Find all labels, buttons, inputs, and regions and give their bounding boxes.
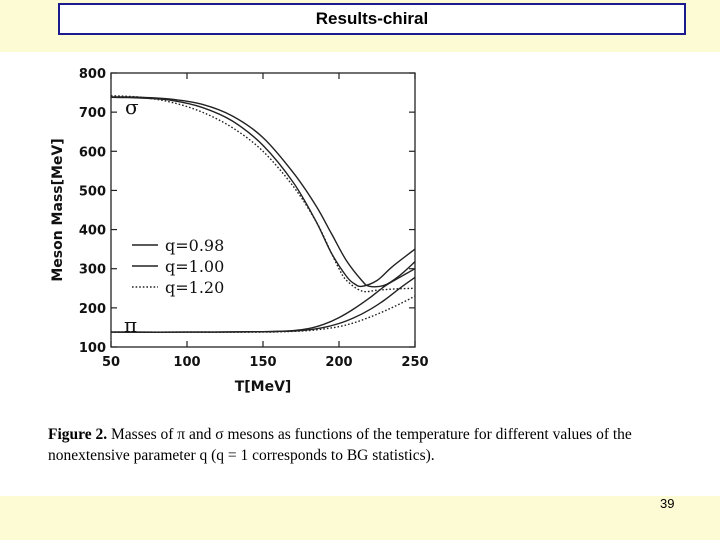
y-tick-label: 500 <box>79 184 106 199</box>
y-tick-label: 700 <box>79 106 106 121</box>
y-tick-label: 200 <box>79 302 106 317</box>
y-tick-label: 100 <box>79 341 106 356</box>
x-tick-label: 50 <box>102 355 120 370</box>
series-line-pi-q100 <box>110 276 416 333</box>
y-tick-label: 800 <box>79 67 106 82</box>
x-tick-label: 150 <box>249 355 276 370</box>
series-line-sigma-q120 <box>110 95 416 293</box>
sigma-annotation: σ <box>125 95 139 119</box>
x-axis-label: T[MeV] <box>235 379 292 395</box>
y-axis-label: Meson Mass[MeV] <box>50 138 66 281</box>
legend-label: q=1.20 <box>165 278 224 297</box>
page-number: 39 <box>660 496 675 511</box>
legend-label: q=0.98 <box>165 236 224 255</box>
slide-content: 50 100 150 200 250 100 200 300 400 500 600 700 800 q… <box>0 52 720 496</box>
plot-frame <box>110 72 416 348</box>
figure-label: Figure 2. <box>48 426 108 443</box>
x-tick-label: 100 <box>173 355 200 370</box>
series-line-pi-q120 <box>110 295 416 333</box>
x-tick-label: 250 <box>401 355 428 370</box>
pi-annotation: π <box>124 313 137 337</box>
figure-caption-text: Masses of π and σ mesons as functions of… <box>48 426 632 464</box>
y-tick-label: 300 <box>79 263 106 278</box>
series-line-pi-q098 <box>110 268 416 333</box>
legend-label: q=1.00 <box>165 257 224 276</box>
slide-title: Results-chiral <box>58 3 686 35</box>
y-tick-label: 600 <box>79 145 106 160</box>
series-line-sigma-q100 <box>110 96 416 288</box>
y-tick-label: 400 <box>79 224 106 239</box>
x-tick-label: 200 <box>325 355 352 370</box>
figure-caption: Figure 2. Masses of π and σ mesons as fu… <box>48 424 712 466</box>
series-line-sigma-q098 <box>110 96 416 288</box>
